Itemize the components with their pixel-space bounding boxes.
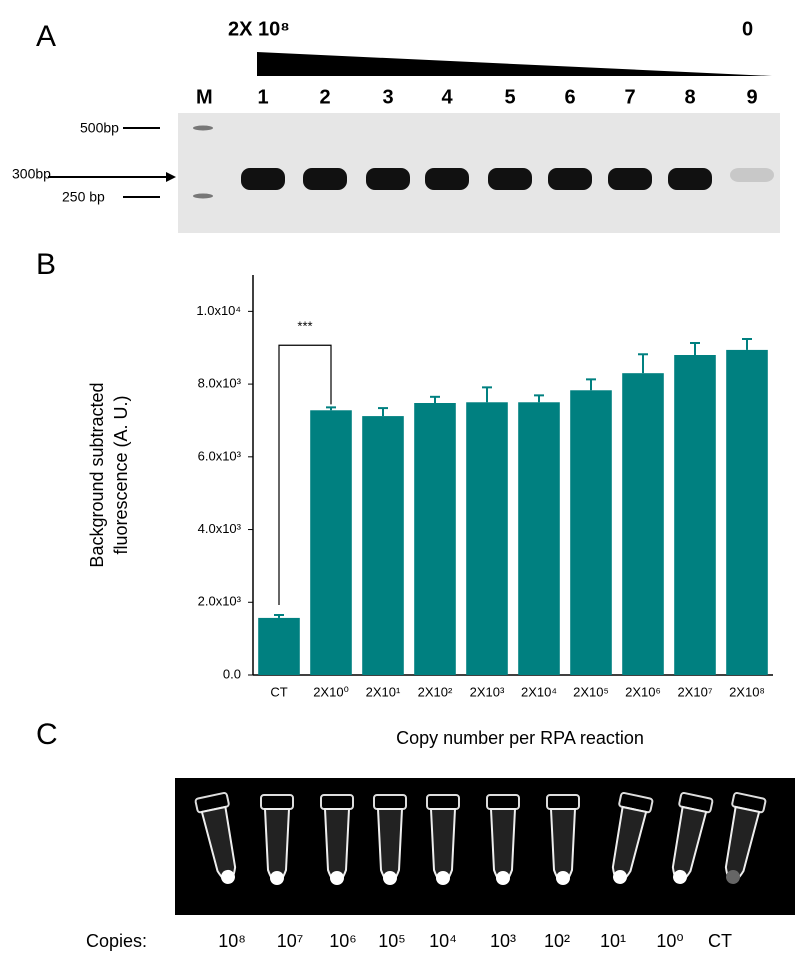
gel-band [608,168,652,190]
bar [466,402,508,675]
bar [570,390,612,675]
tube [320,794,354,885]
tube-label: 10⁷ [277,931,304,951]
lane-label: 9 [746,86,757,108]
tube-fluid [436,871,450,885]
y-tick-label: 1.0x10⁴ [196,303,241,318]
bar [674,355,716,675]
lane-label: 3 [382,86,393,108]
bar [258,617,300,675]
tube [426,794,460,885]
panel-label: A [36,20,56,53]
row-label: Copies: [86,931,147,951]
panel-label: C [36,718,58,751]
tube-label: 10⁶ [329,931,356,951]
gradient-end: 0 [742,18,753,40]
tube [260,794,294,885]
tube [611,791,654,884]
gel-band [241,168,285,190]
lane-label: 4 [441,86,453,108]
marker-label: 500bp [80,120,119,136]
tube-label: CT [708,931,732,951]
y-tick-label: 8.0x10³ [198,376,242,391]
x-tick-label: CT [270,684,287,699]
panel-label: B [36,248,56,281]
gel-band [488,168,532,190]
y-tick-label: 6.0x10³ [198,448,242,463]
lane-label: 2 [319,86,330,108]
arrow-head [166,172,176,182]
tube-fluid [220,869,235,884]
x-tick-label: 2X10⁷ [677,684,712,699]
bar-chart: 0.0 2.0x10³ 4.0x10³ 6.0x10³ 8.0x10³ 1.0x10⁴ CT… [87,275,773,748]
tube-label: 10² [544,931,570,951]
y-tick-label: 0.0 [223,666,241,681]
tube-fluid [726,869,741,884]
tube [486,794,520,885]
tube-label: 10³ [490,931,516,951]
tube [724,791,767,884]
significance-label: *** [297,319,312,334]
bar [518,402,560,675]
tube-label: 10⁴ [429,931,457,951]
tube-label: 10⁵ [378,931,405,951]
lane-label: 8 [684,86,695,108]
gel-band [425,168,469,190]
bar [414,403,456,675]
tube [671,791,714,884]
x-tick-label: 2X10⁵ [573,684,609,699]
y-tick-label: 4.0x10³ [198,521,242,536]
ladder-band [193,193,213,199]
bar [362,416,404,675]
x-tick-label: 2X10⁶ [625,684,661,699]
lane-label: 5 [504,86,515,108]
y-axis-label: Background subtracted [87,382,107,567]
tube-fluid [330,871,344,885]
lane-label: 1 [257,86,268,108]
tube [194,791,237,884]
lane-label: 7 [624,86,635,108]
x-tick-label: 2X10¹ [366,684,401,699]
tube-fluid [673,869,688,884]
x-tick-label: 2X10³ [470,684,505,699]
tube [546,794,580,885]
tube-fluid [556,871,570,885]
gel-band [730,168,774,182]
ladder-label: M [196,86,213,108]
tube-fluid [613,869,628,884]
gel-band [303,168,347,190]
tube-label: 10⁸ [218,931,246,951]
bar [726,349,768,675]
lane-label: 6 [564,86,575,108]
x-tick-label: 2X10² [418,684,453,699]
y-tick-label: 2.0x10³ [198,594,242,609]
tube-label: 10⁰ [656,931,683,951]
marker-label: 300bp [12,166,51,182]
tube-fluid [496,871,510,885]
y-axis-label: fluorescence (A. U.) [111,395,131,554]
bar [310,410,352,675]
gradient-wedge [257,52,772,76]
tube-fluid [270,871,284,885]
gel-band [548,168,592,190]
gradient-start: 2X 10⁸ [228,18,290,40]
tube-fluid [383,871,397,885]
x-axis-label: Copy number per RPA reaction [396,728,644,748]
tubes: 10⁸ 10⁷ 10⁶ 10⁵ 10⁴ 10³ 10² 10¹ 10⁰ CT [194,791,767,951]
x-tick-label: 2X10⁸ [729,684,765,699]
gel-band [668,168,712,190]
significance-bracket [278,344,332,605]
x-tick-label: 2X10⁴ [521,684,557,699]
gel-band [366,168,410,190]
tube [373,794,407,885]
bar [622,373,664,675]
x-tick-label: 2X10⁰ [313,684,349,699]
ladder-band [193,125,213,131]
marker-label: 250 bp [62,189,105,205]
tube-label: 10¹ [600,931,626,951]
lanes: 1 2 3 4 5 6 7 8 9 [241,86,774,190]
